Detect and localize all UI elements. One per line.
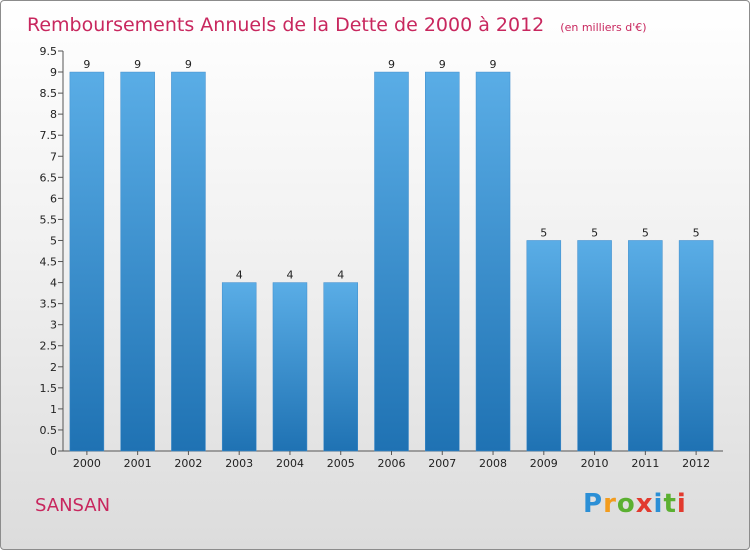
city-name: SANSAN [35, 495, 111, 516]
bar-2009 [526, 240, 562, 452]
value-label: 5 [693, 226, 700, 239]
x-tick-label: 2005 [327, 457, 355, 470]
value-label: 5 [642, 226, 649, 239]
logo-letter: r [603, 489, 617, 519]
chart-title-main: Remboursements Annuels de la Dette de 20… [27, 14, 544, 36]
value-label: 9 [83, 58, 90, 71]
y-tick-label: 1.5 [40, 382, 58, 395]
value-labels: 9 9 9 4 4 4 9 9 9 5 5 5 5 [83, 58, 699, 282]
value-label: 9 [134, 58, 141, 71]
bars [69, 71, 714, 452]
y-tick-label: 4.5 [40, 256, 58, 269]
bar-2001 [120, 71, 155, 452]
x-tick-label: 2012 [682, 457, 710, 470]
bar-2002 [171, 71, 206, 452]
value-label: 4 [286, 269, 293, 282]
y-tick-label: 0.5 [40, 424, 58, 437]
x-tick-label: 2007 [428, 457, 456, 470]
chart-subtitle: (en milliers d'€) [560, 21, 646, 34]
y-tick-label: 9.5 [40, 45, 58, 58]
bar-2004 [272, 282, 308, 452]
value-label: 5 [591, 226, 598, 239]
x-tick-label: 2010 [581, 457, 609, 470]
logo-letter: t [663, 489, 677, 519]
bar-2008 [475, 71, 511, 452]
bar-2005 [323, 282, 358, 452]
value-label: 4 [337, 269, 344, 282]
y-axis-ticks: 0 0.5 1 1.5 2 2.5 3 3.5 4 4.5 5 5.5 6 6.5 7 7.5 8 8.5 9 9.5 [40, 45, 63, 458]
bar-2010 [577, 240, 612, 452]
x-axis-ticks: 2000 2001 2002 2003 2004 2005 2006 2007 2008 2009… [73, 451, 710, 470]
chart-title: Remboursements Annuels de la Dette de 20… [27, 14, 647, 36]
bar-2003 [221, 282, 257, 452]
bar-2011 [628, 240, 663, 452]
y-tick-label: 8 [50, 108, 57, 121]
proxiti-logo[interactable]: Proxiti [583, 489, 687, 519]
logo-letter: i [653, 489, 664, 519]
bar-2012 [678, 240, 714, 452]
x-tick-label: 2000 [73, 457, 101, 470]
y-tick-label: 7.5 [40, 129, 58, 142]
value-label: 9 [185, 58, 192, 71]
bar-2000 [69, 71, 105, 452]
y-tick-label: 3.5 [40, 298, 58, 311]
bar-2006 [374, 71, 409, 452]
x-tick-label: 2003 [225, 457, 253, 470]
value-label: 9 [490, 58, 497, 71]
value-label: 9 [439, 58, 446, 71]
y-tick-label: 5 [50, 234, 57, 247]
y-tick-label: 8.5 [40, 87, 58, 100]
y-tick-label: 0 [50, 445, 57, 458]
value-label: 5 [540, 226, 547, 239]
x-tick-label: 2006 [378, 457, 406, 470]
value-label: 4 [236, 269, 243, 282]
y-tick-label: 9 [50, 66, 57, 79]
x-tick-label: 2009 [530, 457, 558, 470]
bar-2007 [425, 71, 460, 452]
x-tick-label: 2001 [124, 457, 152, 470]
value-label: 9 [388, 58, 395, 71]
x-tick-label: 2011 [631, 457, 659, 470]
y-tick-label: 1 [50, 403, 57, 416]
y-tick-label: 7 [50, 150, 57, 163]
y-tick-label: 6 [50, 192, 57, 205]
x-tick-label: 2004 [276, 457, 304, 470]
y-tick-label: 5.5 [40, 213, 58, 226]
logo-letter: i [676, 489, 687, 519]
x-tick-label: 2002 [174, 457, 202, 470]
logo-letter: P [583, 489, 604, 519]
y-tick-label: 6.5 [40, 171, 58, 184]
x-tick-label: 2008 [479, 457, 507, 470]
y-tick-label: 3 [50, 319, 57, 332]
y-tick-label: 2.5 [40, 340, 58, 353]
y-tick-label: 4 [50, 277, 57, 290]
logo-letter: x [635, 489, 654, 519]
y-tick-label: 2 [50, 361, 57, 374]
logo-letter: o [616, 489, 636, 519]
